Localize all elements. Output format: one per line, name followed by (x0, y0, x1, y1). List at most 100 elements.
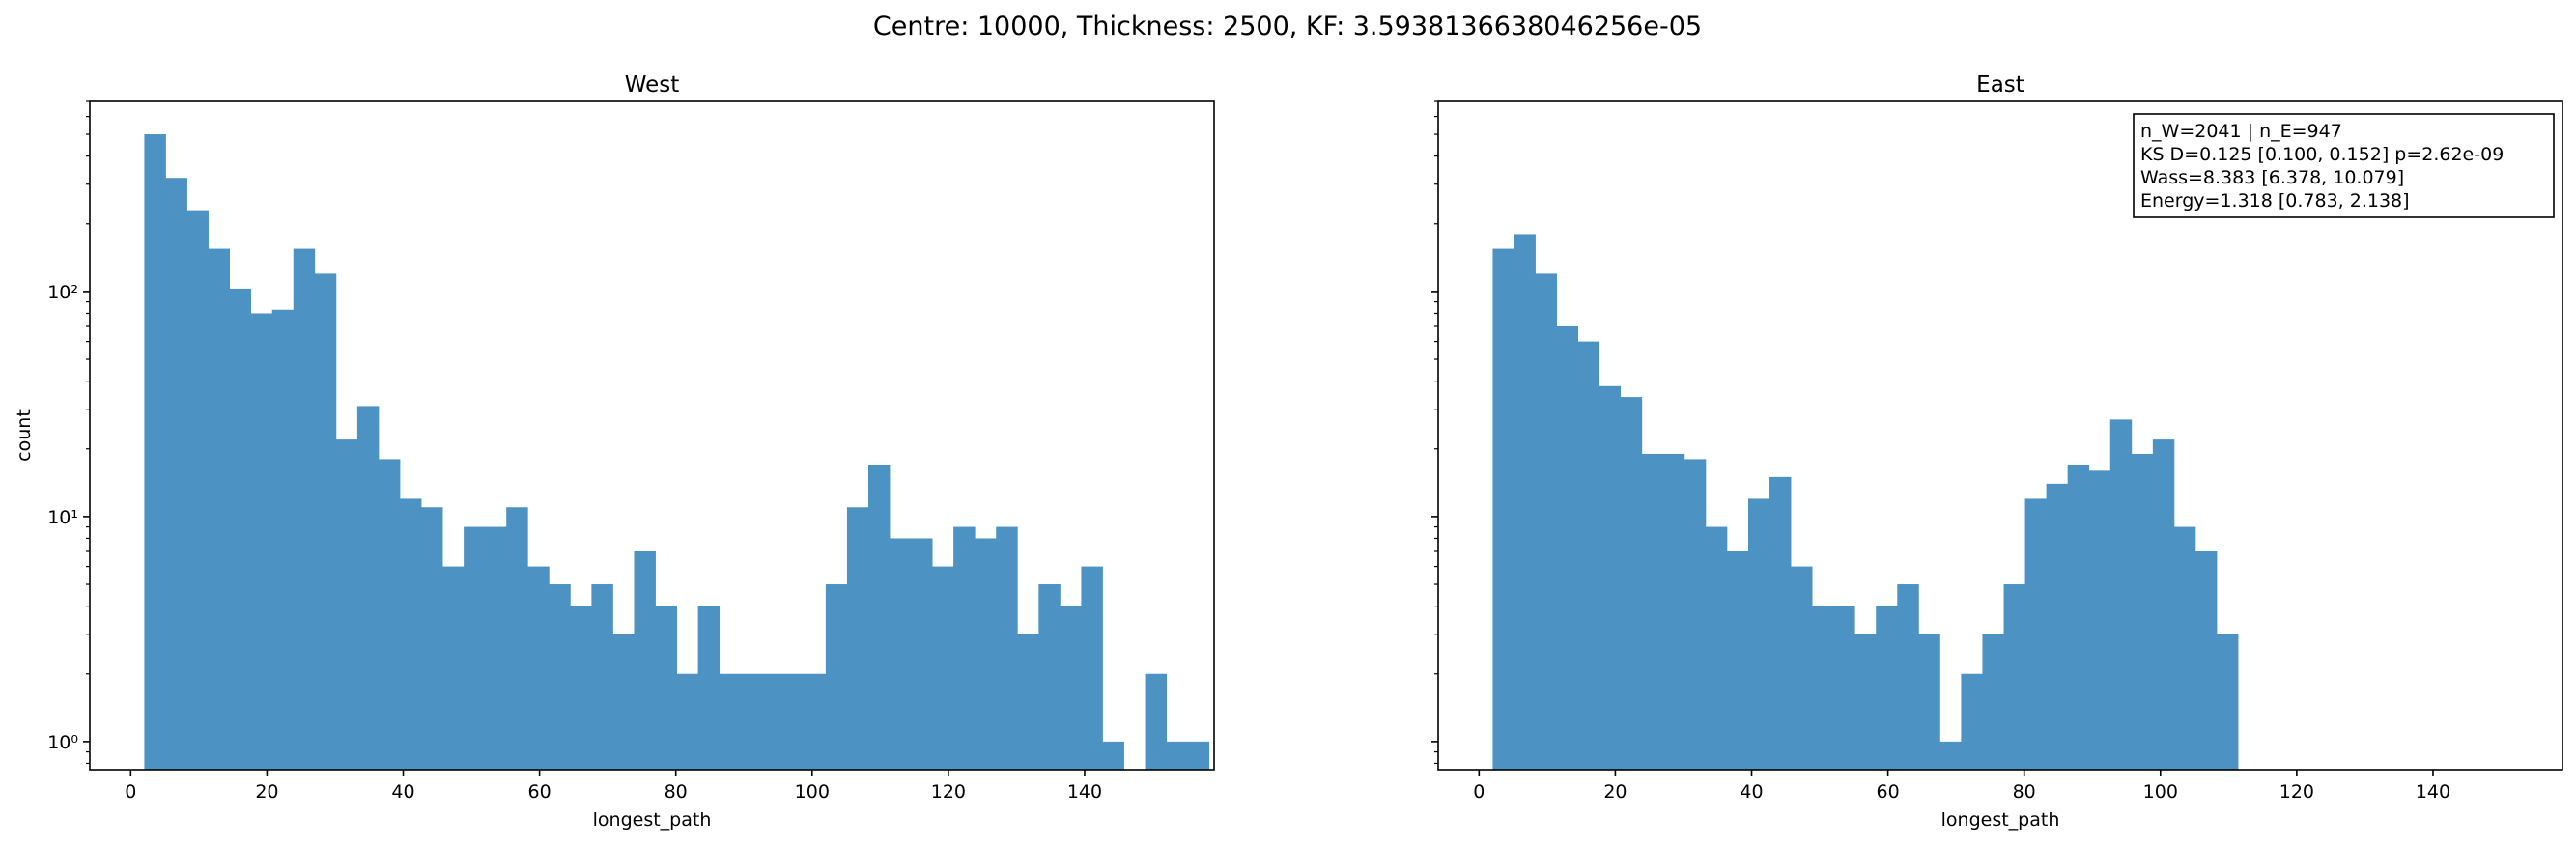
histogram-bar (1876, 606, 1898, 770)
histogram-bar (1102, 741, 1124, 770)
histogram-bar (549, 584, 571, 770)
histogram-bar (655, 606, 677, 770)
x-tick-label: 100 (2143, 781, 2178, 803)
histogram-bars (144, 134, 1210, 771)
histogram-bar (911, 538, 933, 770)
y-tick-label: 10⁰ (47, 732, 78, 753)
histogram-bar (740, 673, 763, 770)
x-tick-label: 80 (2013, 781, 2036, 803)
histogram-bar (1060, 606, 1082, 770)
x-axis-label: longest_path (593, 809, 712, 831)
histogram-bar (2173, 526, 2196, 770)
histogram-bar (314, 273, 337, 770)
histogram-bar (1769, 476, 1792, 770)
histogram-bar (612, 634, 635, 770)
histogram-bar (506, 507, 528, 770)
histogram-bar (2152, 439, 2175, 770)
histogram-bar (485, 526, 507, 770)
histogram-bar (335, 439, 358, 770)
x-tick-label: 140 (2416, 781, 2450, 803)
histogram-bar (1599, 385, 1622, 770)
histogram-bar (975, 538, 997, 770)
histogram-bar (570, 606, 592, 770)
histogram-bar (464, 526, 486, 770)
histogram-bar (1854, 634, 1877, 770)
histogram-bar (2216, 634, 2239, 770)
histogram-bar (1641, 453, 1664, 770)
histogram-bar (1705, 526, 1728, 770)
histogram-bar (250, 313, 273, 770)
histogram-bar (2046, 483, 2069, 770)
histogram-bar (208, 248, 231, 770)
histogram-bar (1577, 341, 1600, 770)
stats-line: Energy=1.318 [0.783, 2.138] (2140, 190, 2410, 212)
x-tick-label: 120 (2279, 781, 2314, 803)
x-tick-label: 0 (125, 781, 136, 803)
histogram-bar (676, 673, 699, 770)
histogram-bar (953, 526, 976, 770)
histogram-bar (1038, 584, 1061, 770)
histogram-bar (1662, 453, 1685, 770)
histogram-bar (1166, 741, 1189, 770)
histogram-bar (1812, 606, 1834, 770)
histogram-bar (890, 538, 912, 770)
histogram-bar (591, 584, 613, 770)
east-panel: 0 20 40 60 80 100 120 140 East longest_path n_W=20… (1431, 72, 2563, 831)
histogram-bar (2109, 419, 2133, 770)
histogram-bar (782, 673, 806, 770)
histogram-bar (1961, 673, 1983, 770)
histogram-bar (867, 465, 891, 770)
x-tick-label: 20 (255, 781, 278, 803)
x-tick-label: 60 (1877, 781, 1900, 803)
histogram-bar (932, 566, 954, 770)
y-tick-label: 10² (47, 282, 78, 303)
histogram-bar (2003, 584, 2025, 770)
axes-title: East (1976, 72, 2024, 98)
histogram-bar (2131, 453, 2154, 770)
histogram-bar (356, 406, 380, 770)
histogram-bar (1492, 248, 1514, 770)
histogram-bar (846, 507, 869, 770)
x-axis-label: longest_path (1941, 809, 2060, 831)
histogram-bar (1833, 606, 1855, 770)
histogram-bar (1081, 566, 1103, 770)
histogram-bar (1726, 550, 1749, 770)
histogram-bar (1145, 673, 1168, 770)
histogram-bar (2194, 550, 2218, 770)
histogram-bar (1982, 634, 2004, 770)
histogram-bar (761, 673, 784, 770)
histogram-bar (825, 584, 848, 770)
x-tick-label: 40 (391, 781, 414, 803)
west-panel: 0 20 40 60 80 100 120 140 10⁰ 10¹ 10² West longest_p… (14, 72, 1215, 831)
histogram-bar (719, 673, 742, 770)
histogram-bar (634, 550, 656, 770)
histogram-bar (804, 673, 827, 770)
histogram-bar (1535, 273, 1557, 770)
histogram-bar (1918, 634, 1940, 770)
axes-title: West (625, 72, 680, 98)
histogram-bar (2067, 465, 2090, 770)
histogram-bar (996, 526, 1018, 770)
histogram-bar (527, 566, 550, 770)
y-tick-label: 10¹ (47, 507, 78, 528)
x-tick-label: 100 (795, 781, 830, 803)
histogram-bar (442, 566, 465, 770)
axes-frame (1437, 100, 2563, 771)
axes-frame (89, 100, 1215, 771)
histogram-bar (399, 498, 422, 770)
histogram-bar (144, 134, 166, 771)
histogram-bar (1791, 566, 1813, 770)
histogram-bar (2024, 498, 2048, 770)
histogram-bar (421, 507, 443, 770)
histogram-bar (1187, 741, 1210, 770)
histogram-bar (1747, 498, 1770, 770)
figure-suptitle: Centre: 10000, Thickness: 2500, KF: 3.59… (873, 12, 1702, 42)
x-tick-label: 60 (528, 781, 552, 803)
histogram-bar (1556, 325, 1579, 770)
x-tick-label: 80 (665, 781, 688, 803)
histogram-bar (2088, 470, 2111, 770)
x-tick-label: 20 (1603, 781, 1627, 803)
stats-line: KS D=0.125 [0.100, 0.152] p=2.62e-09 (2140, 144, 2504, 165)
histogram-bar (1684, 459, 1707, 770)
